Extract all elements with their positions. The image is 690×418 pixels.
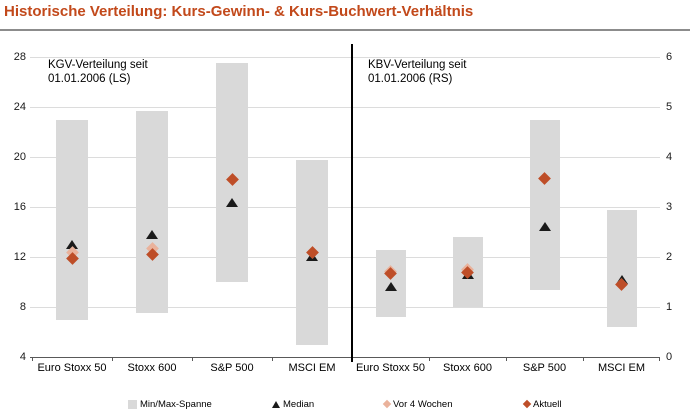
y-axis-label-right: 2: [666, 250, 673, 263]
x-axis-tick: [583, 357, 584, 361]
minmax-bar: [56, 119, 88, 320]
category-label: S&P 500: [522, 362, 567, 374]
y-axis-label-left: 24: [13, 100, 26, 113]
y-axis-label-right: 3: [666, 200, 673, 213]
x-axis-tick: [506, 357, 507, 361]
square-legend-icon: [128, 399, 137, 409]
category-label: Stoxx 600: [127, 362, 177, 374]
gridline: [30, 207, 660, 208]
x-axis-tick: [192, 357, 193, 361]
legend-item-median: Median: [272, 398, 314, 410]
panel-label-kgv: KGV-Verteilung seit 01.01.2006 (LS): [48, 59, 148, 85]
gridline: [30, 307, 660, 308]
y-axis-label-left: 16: [13, 200, 26, 213]
x-axis-tick: [272, 357, 273, 361]
x-axis-tick: [32, 357, 33, 361]
gridline: [30, 107, 660, 108]
minmax-bar: [136, 110, 168, 314]
y-axis-label-right: 0: [666, 350, 673, 363]
category-label: Stoxx 600: [443, 362, 492, 374]
category-label: Euro Stoxx 50: [355, 362, 426, 374]
x-axis-tick: [429, 357, 430, 361]
triangle-legend-icon: [272, 400, 280, 408]
x-axis-tick: [112, 357, 113, 361]
y-axis-label-right: 6: [666, 50, 673, 63]
gridline: [30, 57, 660, 58]
y-axis-label-right: 1: [666, 300, 673, 313]
median-marker: [538, 222, 551, 231]
median-marker: [226, 198, 238, 208]
title-divider: [0, 29, 690, 31]
category-label: S&P 500: [210, 362, 254, 374]
legend-item-aktuell: Aktuell: [522, 398, 562, 410]
y-axis-label-left: 4: [19, 350, 26, 363]
median-marker: [66, 239, 78, 249]
legend-item-min-max-spanne: Min/Max-Spanne: [128, 398, 212, 410]
y-axis-label-left: 12: [13, 250, 26, 263]
x-axis-line: [30, 357, 660, 358]
legend-label: Vor 4 Wochen: [393, 398, 453, 410]
y-axis-label-right: 5: [666, 100, 673, 113]
diamond-legend-icon: [522, 399, 532, 409]
category-label: Euro Stoxx 50: [37, 362, 107, 374]
x-axis-tick: [659, 357, 660, 361]
legend-label: Median: [283, 398, 315, 410]
minmax-bar: [606, 209, 637, 327]
minmax-bar: [216, 63, 248, 282]
legend-item-vor-4-wochen: Vor 4 Wochen: [382, 398, 453, 410]
legend-label: Aktuell: [533, 398, 562, 410]
y-axis-label-left: 28: [13, 50, 26, 63]
minmax-bar: [529, 119, 560, 290]
gridline: [30, 157, 660, 158]
y-axis-label-left: 20: [13, 150, 26, 163]
category-label: MSCI EM: [597, 362, 646, 374]
panel-label-kbv: KBV-Verteilung seit 01.01.2006 (RS): [368, 59, 467, 85]
diamond-light-legend-icon: [382, 399, 392, 409]
category-label: MSCI EM: [288, 362, 336, 374]
legend-label: Min/Max-Spanne: [140, 398, 212, 410]
gridline: [30, 257, 660, 258]
page-title: Historische Verteilung: Kurs-Gewinn- & K…: [4, 3, 474, 20]
median-marker: [146, 229, 158, 239]
y-axis-label-right: 4: [666, 150, 673, 163]
panel-divider: [351, 44, 353, 362]
median-marker: [384, 282, 397, 291]
y-axis-label-left: 8: [19, 300, 26, 313]
